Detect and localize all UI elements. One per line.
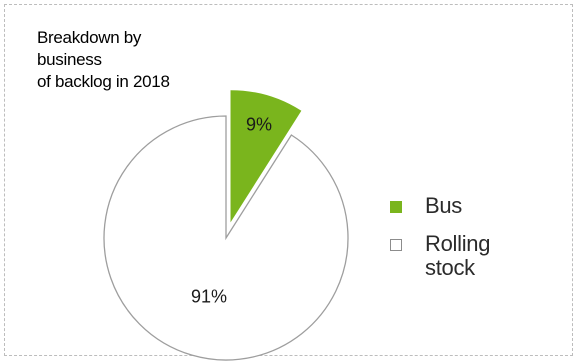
legend-label-rolling-stock-line-1: Rolling (425, 232, 490, 256)
legend-label-rolling-stock: Rolling stock (425, 228, 490, 280)
pie-label-bus: 9% (246, 115, 272, 135)
legend-swatch-bus (390, 201, 402, 213)
legend-label-bus-line-1: Bus (425, 194, 462, 218)
legend-swatch-rolling-stock (390, 239, 402, 251)
legend-label-bus: Bus (425, 190, 462, 218)
chart-legend: Bus Rolling stock (390, 190, 560, 280)
pie-label-rolling-stock: 91% (191, 287, 227, 307)
pie-slice-rolling-stock (104, 116, 348, 360)
legend-item-bus: Bus (390, 190, 560, 228)
legend-label-rolling-stock-line-2: stock (425, 256, 490, 280)
legend-item-rolling-stock: Rolling stock (390, 228, 560, 280)
